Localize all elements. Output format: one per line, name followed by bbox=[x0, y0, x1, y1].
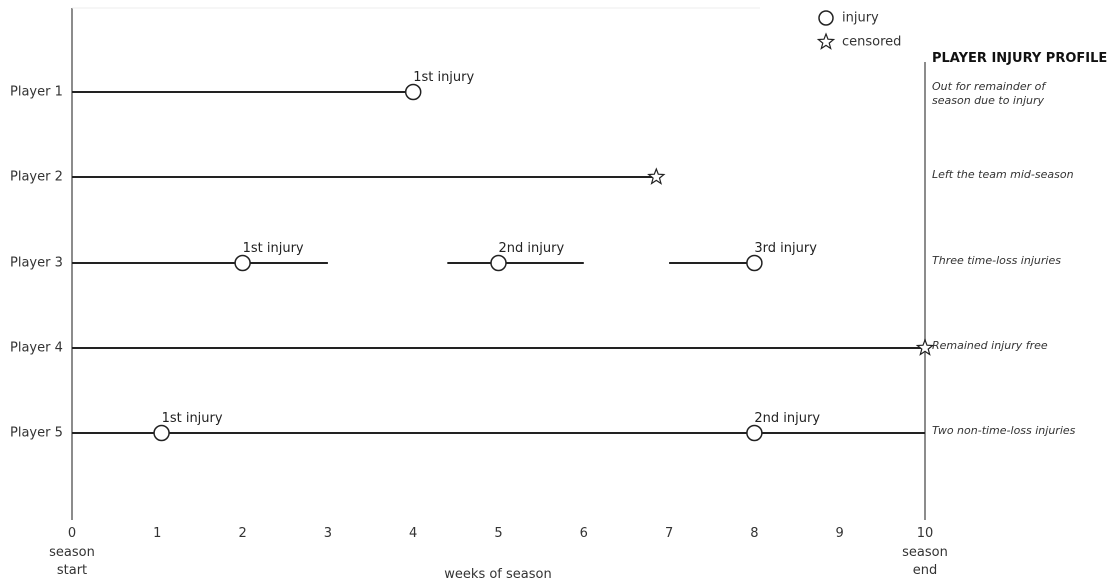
injury-marker bbox=[153, 424, 170, 442]
x-axis-title: weeks of season bbox=[444, 567, 551, 582]
censored-marker bbox=[915, 338, 935, 356]
censored-marker bbox=[647, 167, 666, 185]
x-tick-label: 10 bbox=[917, 526, 934, 541]
player-label: Player 5 bbox=[10, 426, 63, 441]
legend-label: injury bbox=[842, 11, 879, 26]
x-tick-label: 3 bbox=[324, 526, 332, 541]
profile-title: PLAYER INJURY PROFILE bbox=[932, 51, 1107, 66]
player-profile-text: Left the team mid-season bbox=[932, 168, 1074, 181]
x-tick-label: 8 bbox=[750, 526, 758, 541]
season-end-label: season bbox=[902, 545, 948, 560]
injury-label: 2nd injury bbox=[499, 241, 565, 256]
legend-label: censored bbox=[842, 35, 901, 50]
x-tick-label: 2 bbox=[238, 526, 246, 541]
injury-marker bbox=[234, 254, 251, 272]
injury-marker bbox=[490, 254, 507, 272]
x-tick-label: 6 bbox=[580, 526, 588, 541]
player-profile-text: Out for remainder of bbox=[932, 80, 1047, 93]
season-start-label: start bbox=[57, 563, 87, 578]
player-profile-text: Two non-time-loss injuries bbox=[932, 424, 1076, 437]
legend-injury-marker bbox=[818, 10, 834, 26]
season-end-label: end bbox=[913, 563, 938, 578]
season-start-label: season bbox=[49, 545, 95, 560]
player-profile-text: Three time-loss injuries bbox=[932, 254, 1061, 267]
injury-label: 1st injury bbox=[413, 70, 474, 85]
injury-label: 2nd injury bbox=[754, 411, 820, 426]
injury-label: 3rd injury bbox=[754, 241, 817, 256]
x-tick-label: 1 bbox=[153, 526, 161, 541]
player-label: Player 2 bbox=[10, 170, 63, 185]
injury-marker bbox=[746, 254, 763, 272]
x-tick-label: 4 bbox=[409, 526, 417, 541]
x-tick-label: 7 bbox=[665, 526, 673, 541]
player-profile-text: season due to injury bbox=[932, 94, 1045, 107]
player-profile-text: Remained injury free bbox=[932, 339, 1048, 352]
player-label: Player 4 bbox=[10, 341, 63, 356]
x-tick-label: 5 bbox=[494, 526, 502, 541]
injury-marker bbox=[404, 83, 422, 101]
injury-label: 1st injury bbox=[243, 241, 304, 256]
injury-marker bbox=[746, 424, 763, 442]
x-tick-label: 0 bbox=[68, 526, 76, 541]
injury-label: 1st injury bbox=[162, 411, 223, 426]
legend-censored-marker bbox=[816, 32, 836, 50]
x-tick-label: 9 bbox=[836, 526, 844, 541]
player-label: Player 1 bbox=[10, 85, 63, 100]
player-label: Player 3 bbox=[10, 256, 63, 271]
